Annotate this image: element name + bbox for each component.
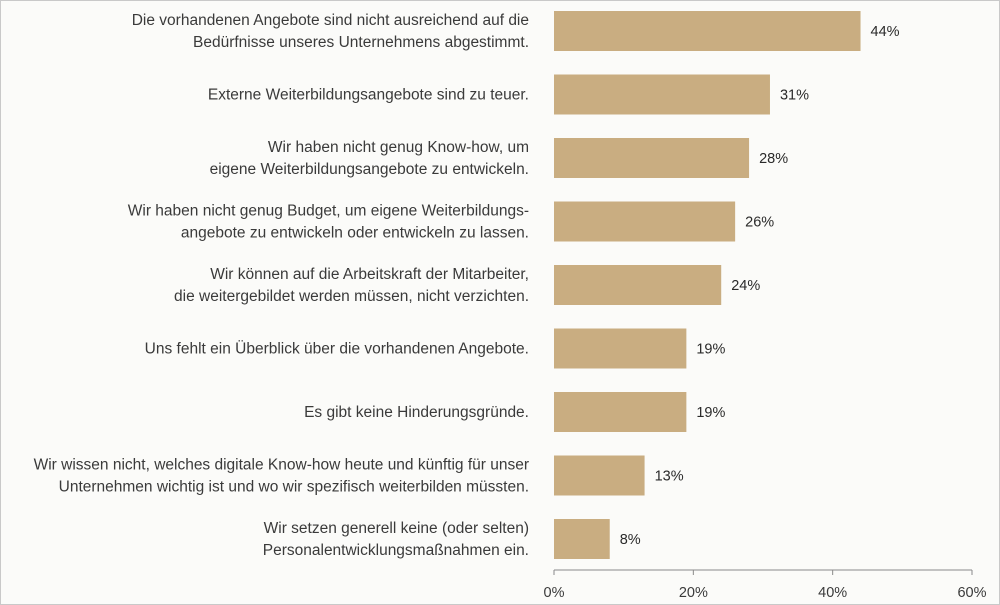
- data-label-2: 31%: [780, 88, 809, 104]
- bar-1: [554, 11, 861, 51]
- bar-2: [554, 74, 770, 115]
- category-label-8-line-1: Wir wissen nicht, welches digitale Know-…: [34, 457, 529, 474]
- category-label-2-line-1: Externe Weiterbildungsangebote sind zu t…: [208, 87, 529, 104]
- data-label-4: 26%: [745, 215, 774, 231]
- category-label-8-line-2: Unternehmen wichtig ist und wo wir spezi…: [59, 479, 529, 496]
- data-label-3: 28%: [759, 151, 788, 167]
- bar-5: [554, 265, 722, 305]
- bar-7: [554, 392, 687, 432]
- data-label-7: 19%: [696, 405, 725, 421]
- category-label-6-line-1: Uns fehlt ein Überblick über die vorhand…: [145, 340, 529, 358]
- bar-8: [554, 455, 645, 496]
- category-label-1-line-2: Bedürfnisse unseres Unternehmens abgesti…: [193, 34, 529, 51]
- bar-9: [554, 519, 610, 559]
- x-tick-label-4: 60%: [957, 585, 986, 601]
- category-label-9-line-2: Personalentwicklungsmaßnahmen ein.: [263, 542, 529, 559]
- category-label-5-line-2: die weitergebildet werden müssen, nicht …: [174, 288, 529, 305]
- data-label-1: 44%: [871, 24, 900, 40]
- x-tick-label-3: 40%: [818, 585, 847, 601]
- category-label-9-line-1: Wir setzen generell keine (oder selten): [264, 520, 529, 537]
- category-label-3-line-2: eigene Weiterbildungsangebote zu entwick…: [210, 161, 529, 178]
- bar-3: [554, 138, 750, 178]
- category-label-5-line-1: Wir können auf die Arbeitskraft der Mita…: [210, 266, 529, 283]
- category-label-7-line-1: Es gibt keine Hinderungsgründe.: [304, 404, 529, 421]
- category-label-3-line-1: Wir haben nicht genug Know-how, um: [268, 139, 529, 156]
- data-label-8: 13%: [655, 469, 684, 485]
- data-label-6: 19%: [696, 342, 725, 358]
- bar-4: [554, 201, 736, 242]
- category-label-4-line-2: angebote zu entwickeln oder entwickeln z…: [181, 225, 529, 242]
- x-tick-label-2: 20%: [679, 585, 708, 601]
- category-label-4-line-1: Wir haben nicht genug Budget, um eigene …: [128, 203, 529, 220]
- data-label-9: 8%: [620, 532, 641, 548]
- x-tick-label-1: 0%: [544, 585, 565, 601]
- data-label-5: 24%: [731, 278, 760, 294]
- category-label-1-line-1: Die vorhandenen Angebote sind nicht ausr…: [132, 12, 529, 29]
- bar-6: [554, 328, 687, 369]
